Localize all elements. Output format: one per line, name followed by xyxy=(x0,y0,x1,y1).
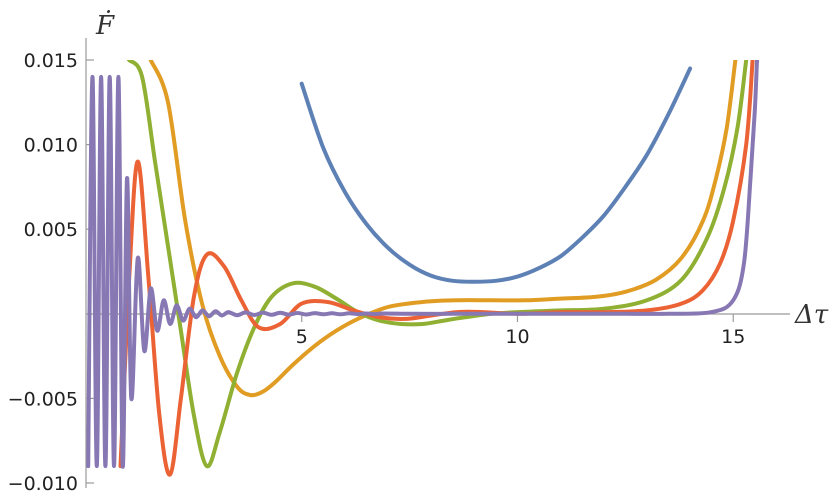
series-line-1 xyxy=(299,66,693,284)
y-tick-label: −0.010 xyxy=(8,473,78,495)
y-tick-label: −0.005 xyxy=(8,388,78,410)
series-line-5 xyxy=(86,60,759,469)
y-axis-label: Ḟ xyxy=(95,10,115,41)
x-tick-label: 15 xyxy=(721,326,745,348)
y-tick-label: 0.015 xyxy=(24,50,78,72)
series-layer xyxy=(86,60,759,477)
x-axis-label: Δτ xyxy=(794,300,829,330)
ticks: 5 10 15 −0.010 −0.005 0.005 0.010 0.015 xyxy=(8,50,746,495)
series-line-4 xyxy=(118,60,755,477)
x-tick-label: 10 xyxy=(505,326,529,348)
y-tick-label: 0.010 xyxy=(24,135,78,157)
x-tick-label: 5 xyxy=(296,326,308,348)
y-tick-label: 0.005 xyxy=(24,219,78,241)
series-line-2 xyxy=(148,60,738,398)
